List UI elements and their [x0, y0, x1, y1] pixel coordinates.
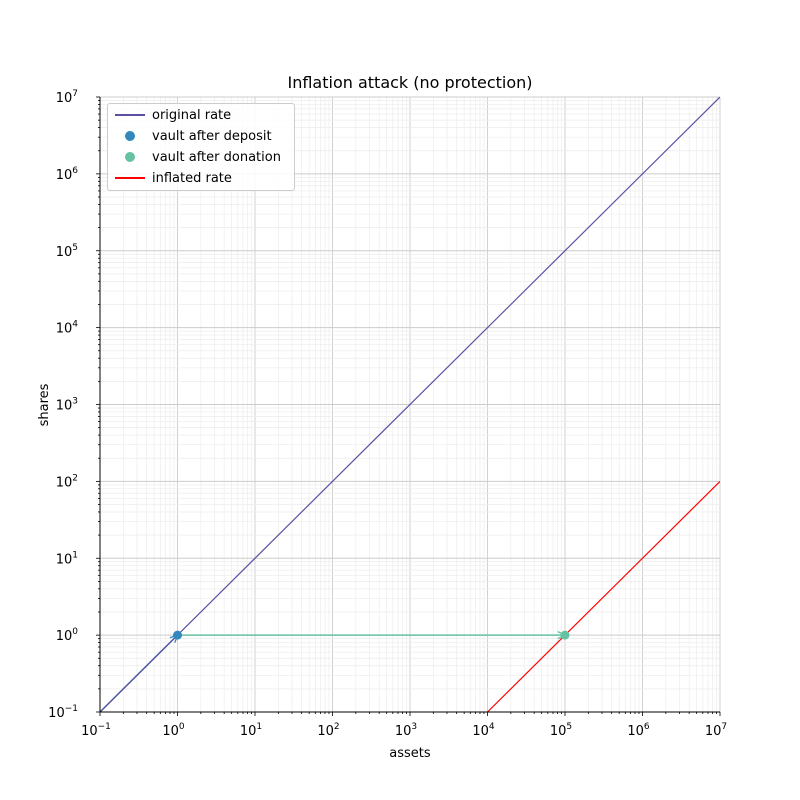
y-tick-label: 102 [56, 473, 78, 490]
x-tick-label: 103 [395, 722, 417, 739]
y-tick-label: 103 [56, 397, 78, 414]
y-tick-label: 105 [56, 243, 78, 260]
legend: original rate vault after deposit vault … [107, 103, 295, 191]
legend-label: vault after deposit [152, 128, 272, 144]
legend-item-inflated-rate: inflated rate [108, 168, 232, 188]
grid [99, 96, 721, 713]
series-line-original-rate [100, 97, 720, 712]
series-line-inflated-rate [487, 480, 720, 712]
y-tick-label: 10−1 [48, 704, 78, 721]
y-tick-label: 104 [56, 320, 79, 337]
line-swatch-icon [115, 114, 145, 116]
y-tick-label: 107 [56, 89, 78, 106]
legend-label: inflated rate [152, 170, 232, 186]
chart-title: Inflation attack (no protection) [287, 73, 532, 92]
legend-label: vault after donation [152, 149, 281, 165]
y-tick-label: 100 [56, 627, 79, 644]
line-swatch-icon [115, 177, 145, 179]
dot-swatch-icon [125, 131, 135, 141]
legend-item-vault-after-donation: vault after donation [108, 147, 281, 167]
x-tick-label: 107 [705, 722, 727, 739]
x-tick-label: 104 [472, 722, 495, 739]
y-tick-label: 106 [56, 166, 79, 183]
y-axis-label: shares [37, 383, 52, 426]
axes: 10−1 100 101 102 103 104 105 106 107 10−1 100 101 10… [48, 89, 727, 739]
x-axis-label: assets [389, 746, 431, 761]
y-tick-label: 101 [56, 550, 78, 567]
plot-area [100, 97, 720, 712]
dot-swatch-icon [125, 152, 135, 162]
x-tick-label: 10−1 [81, 722, 111, 739]
x-tick-label: 105 [550, 722, 572, 739]
chart-marks [100, 97, 720, 712]
legend-label: original rate [152, 107, 232, 123]
x-tick-label: 100 [162, 722, 185, 739]
x-tick-label: 101 [240, 722, 262, 739]
x-tick-label: 106 [627, 722, 650, 739]
data-point-vault-after-donation [560, 630, 570, 640]
x-tick-label: 102 [317, 722, 339, 739]
legend-item-vault-after-deposit: vault after deposit [108, 126, 272, 146]
data-point-vault-after-deposit [173, 630, 182, 640]
legend-item-original-rate: original rate [108, 105, 231, 125]
